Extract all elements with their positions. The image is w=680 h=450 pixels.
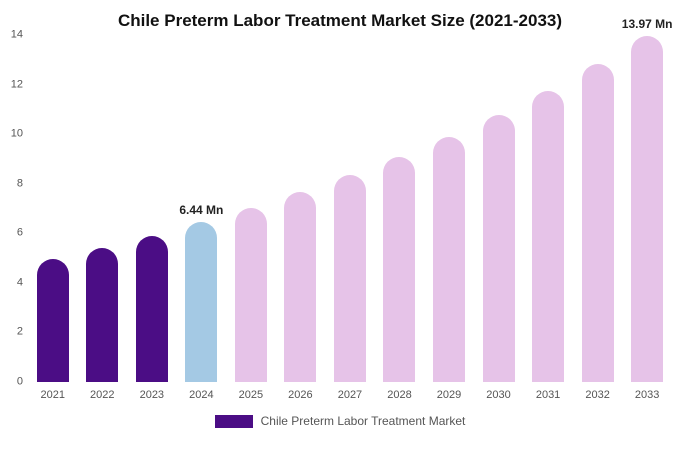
bar	[234, 208, 267, 382]
bar-column	[78, 35, 128, 382]
bar-column	[523, 35, 573, 382]
y-tick-label: 14	[10, 28, 23, 41]
bar	[482, 114, 515, 382]
bar	[433, 136, 466, 382]
y-tick-label: 10	[10, 127, 23, 140]
bar-column	[325, 35, 375, 382]
bar	[532, 90, 565, 382]
x-tick-label: 2028	[387, 389, 412, 401]
bar-column	[573, 35, 623, 382]
legend-label: Chile Preterm Labor Treatment Market	[260, 414, 466, 428]
plot-area: 6.44 Mn 13.97 Mn	[28, 17, 672, 382]
x-tick-label: 2032	[585, 389, 610, 401]
x-tick-label: 2022	[90, 389, 115, 401]
x-tick-label: 2029	[436, 389, 462, 401]
bar-column	[226, 35, 276, 382]
x-tick-label: 2033	[634, 389, 660, 401]
bar	[383, 156, 416, 382]
legend: Chile Preterm Labor Treatment Market	[0, 414, 680, 428]
x-tick-label: 2023	[139, 389, 165, 401]
y-tick-label: 0	[16, 375, 23, 388]
y-tick-label: 2	[16, 325, 23, 338]
x-axis: 2021 2022 2023 2024 2025 2026 2027 2028 2029 2030…	[0, 389, 680, 401]
bar-column	[28, 35, 78, 382]
x-tick-label: 2024	[189, 389, 214, 401]
bar	[36, 258, 69, 382]
x-tick-label: 2025	[238, 389, 264, 401]
data-label: 13.97 Mn	[621, 16, 673, 31]
y-tick-label: 4	[16, 276, 23, 289]
x-tick-label: 2021	[40, 389, 65, 401]
bar-column	[276, 35, 326, 382]
bar-column	[424, 35, 474, 382]
y-axis: 0 2 4 6 8 10 12 14	[4, 29, 28, 387]
x-tick-label: 2027	[337, 389, 363, 401]
y-tick-label: 8	[16, 177, 23, 190]
bar-column	[127, 35, 177, 382]
x-tick-label: 2026	[288, 389, 313, 401]
bar	[86, 247, 119, 382]
bar-column: 13.97 Mn	[622, 17, 672, 382]
data-label: 6.44 Mn	[179, 203, 224, 218]
bar	[284, 192, 317, 382]
bar	[135, 235, 168, 382]
chart-title: Chile Preterm Labor Treatment Market Siz…	[117, 11, 563, 30]
bar	[185, 222, 218, 382]
bar-column: 6.44 Mn	[177, 35, 227, 382]
x-tick-label: 2031	[535, 389, 561, 401]
bar-column	[375, 35, 425, 382]
bar	[631, 35, 664, 382]
legend-swatch	[214, 414, 253, 428]
x-tick-label: 2030	[486, 389, 511, 401]
bar	[581, 64, 614, 382]
chart-body: 0 2 4 6 8 10 12 14 6.44 Mn 13.97 Mn	[0, 17, 680, 387]
bar-column	[474, 35, 524, 382]
y-tick-label: 6	[16, 226, 23, 239]
y-tick-label: 12	[10, 78, 23, 91]
bar	[333, 175, 366, 382]
